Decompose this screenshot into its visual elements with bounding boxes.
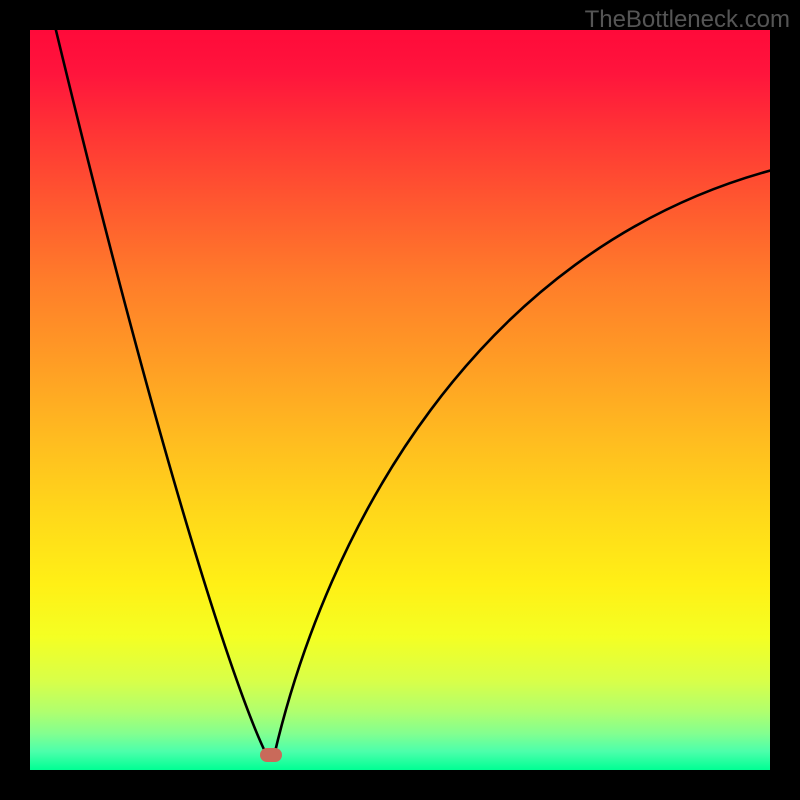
curve-layer	[30, 30, 770, 770]
curve-right-branch	[274, 171, 770, 756]
plot-area	[30, 30, 770, 770]
chart-canvas: TheBottleneck.com	[0, 0, 800, 800]
minimum-marker	[260, 748, 282, 762]
watermark-text: TheBottleneck.com	[585, 6, 790, 34]
curve-left-branch	[56, 30, 267, 755]
